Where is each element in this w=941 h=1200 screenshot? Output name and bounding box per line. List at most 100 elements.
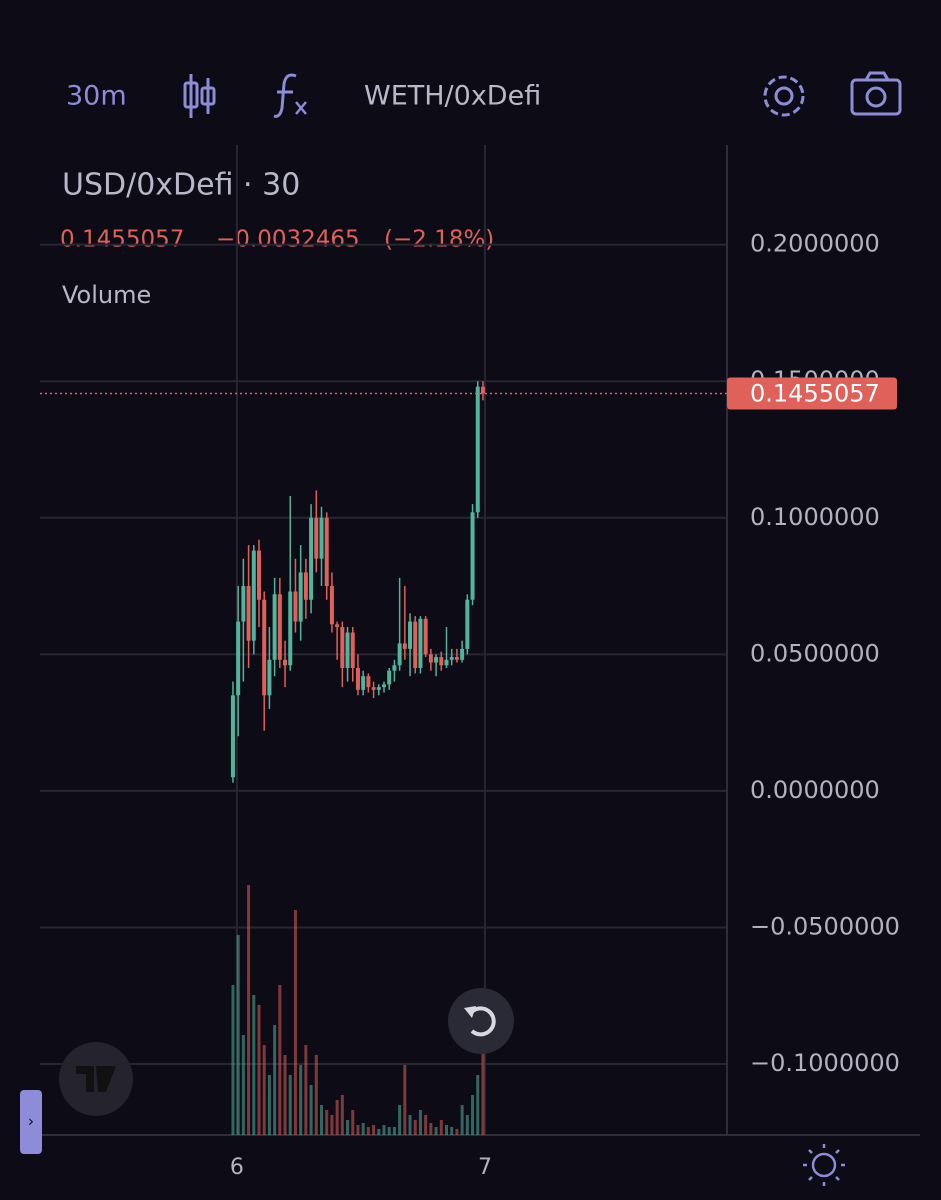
volume-bar xyxy=(236,935,240,1135)
candle-body xyxy=(256,550,261,600)
candle-body xyxy=(475,386,480,513)
volume-bar xyxy=(314,1055,318,1135)
candle-body xyxy=(236,621,241,696)
change: −0.0032465 xyxy=(216,227,360,253)
last-price-tag xyxy=(727,377,897,410)
volume-bar xyxy=(335,1100,339,1135)
volume-bar xyxy=(413,1120,417,1135)
candle-body xyxy=(230,695,235,778)
chart-title: USD/0xDefi · 30 xyxy=(62,168,300,203)
candle-body xyxy=(387,670,392,685)
volume-bar xyxy=(418,1110,422,1135)
candle-body xyxy=(392,665,397,671)
volume-bar xyxy=(429,1123,433,1135)
volume-bar xyxy=(450,1127,454,1135)
change-percent: (−2.18%) xyxy=(384,227,494,253)
volume-bar xyxy=(444,1125,448,1135)
candle-body xyxy=(460,648,465,660)
candle-body xyxy=(241,586,246,622)
volume-bar xyxy=(439,1120,443,1135)
y-tick-label: −0.0500000 xyxy=(750,912,900,940)
candle-body xyxy=(480,386,485,394)
volume-bar xyxy=(372,1125,376,1135)
candle-body xyxy=(376,687,381,690)
candle-body xyxy=(470,512,475,600)
volume-bar xyxy=(476,1075,480,1135)
volume-bar xyxy=(408,1115,412,1135)
candle-body xyxy=(418,618,423,668)
volume-bar xyxy=(330,1115,334,1135)
candle-body xyxy=(350,632,355,668)
candle-body xyxy=(381,684,386,688)
volume-bar xyxy=(471,1095,475,1135)
candle-body xyxy=(329,586,334,625)
volume-bar xyxy=(273,1025,277,1135)
x-tick-label: 6 xyxy=(230,1155,244,1180)
volume-bar xyxy=(398,1105,402,1135)
theme-button[interactable] xyxy=(803,1144,845,1186)
candle-body xyxy=(413,621,418,668)
settings-button[interactable] xyxy=(763,75,805,117)
svg-text:›: › xyxy=(28,1112,34,1131)
volume-bar xyxy=(387,1127,391,1135)
candle-body xyxy=(319,517,324,559)
candle-body xyxy=(246,586,251,641)
reset-button[interactable] xyxy=(448,988,514,1054)
volume-bar xyxy=(434,1127,438,1135)
screenshot-button[interactable] xyxy=(850,71,902,116)
candle-body xyxy=(439,657,444,666)
volume-bar xyxy=(247,885,251,1135)
volume-bar xyxy=(325,1110,329,1135)
y-tick-label: 0.2000000 xyxy=(750,230,880,258)
x-tick-label: 7 xyxy=(478,1155,492,1180)
candle-body xyxy=(355,667,360,690)
candle-body xyxy=(277,594,282,660)
tradingview-logo[interactable] xyxy=(59,1042,133,1116)
volume-bar xyxy=(346,1120,350,1135)
volume-bar xyxy=(361,1123,365,1135)
volume-bar xyxy=(309,1085,313,1135)
volume-bar xyxy=(299,1065,303,1135)
candle-body xyxy=(340,627,345,668)
symbol-button[interactable]: WETH/0xDefi xyxy=(364,81,541,112)
interval-button[interactable]: 30m xyxy=(66,81,127,112)
volume-bar xyxy=(231,985,235,1135)
candle-body xyxy=(371,687,376,690)
candle-body xyxy=(361,676,366,690)
candle-body xyxy=(423,618,428,655)
volume-bar xyxy=(460,1105,464,1135)
candle-body xyxy=(402,643,407,649)
volume-legend: Volume xyxy=(62,281,151,309)
volume-bar xyxy=(481,1015,485,1135)
volume-bar xyxy=(278,985,282,1135)
candle-body xyxy=(449,657,454,660)
candle-body xyxy=(267,659,272,696)
y-tick-label: 0.0500000 xyxy=(750,639,880,667)
volume-bar xyxy=(252,995,256,1135)
volume-bar xyxy=(241,1035,245,1135)
candle-body xyxy=(345,632,350,668)
candle-body xyxy=(288,591,293,666)
volume-bar xyxy=(257,1005,261,1135)
candle-body xyxy=(251,550,256,641)
volume-bar xyxy=(283,1055,287,1135)
volume-bar xyxy=(377,1129,381,1135)
volume-bar xyxy=(356,1125,360,1135)
last-price-label: 0.1455057 xyxy=(750,380,880,408)
volume-bar xyxy=(267,1075,271,1135)
y-tick-label: 0.0000000 xyxy=(750,776,880,804)
volume-bar xyxy=(392,1127,396,1135)
candle-body xyxy=(272,594,277,660)
candle-body xyxy=(309,517,314,600)
candle-body xyxy=(408,621,413,649)
volume-bar xyxy=(366,1127,370,1135)
side-panel-toggle[interactable]: › xyxy=(20,1090,42,1154)
volume-bar xyxy=(319,1105,323,1135)
candle-body xyxy=(298,572,303,622)
chart-type-button[interactable] xyxy=(183,74,216,118)
last-price-legend: 0.1455057 xyxy=(60,227,184,253)
indicators-button[interactable] xyxy=(273,73,307,118)
volume-bar xyxy=(455,1129,459,1135)
